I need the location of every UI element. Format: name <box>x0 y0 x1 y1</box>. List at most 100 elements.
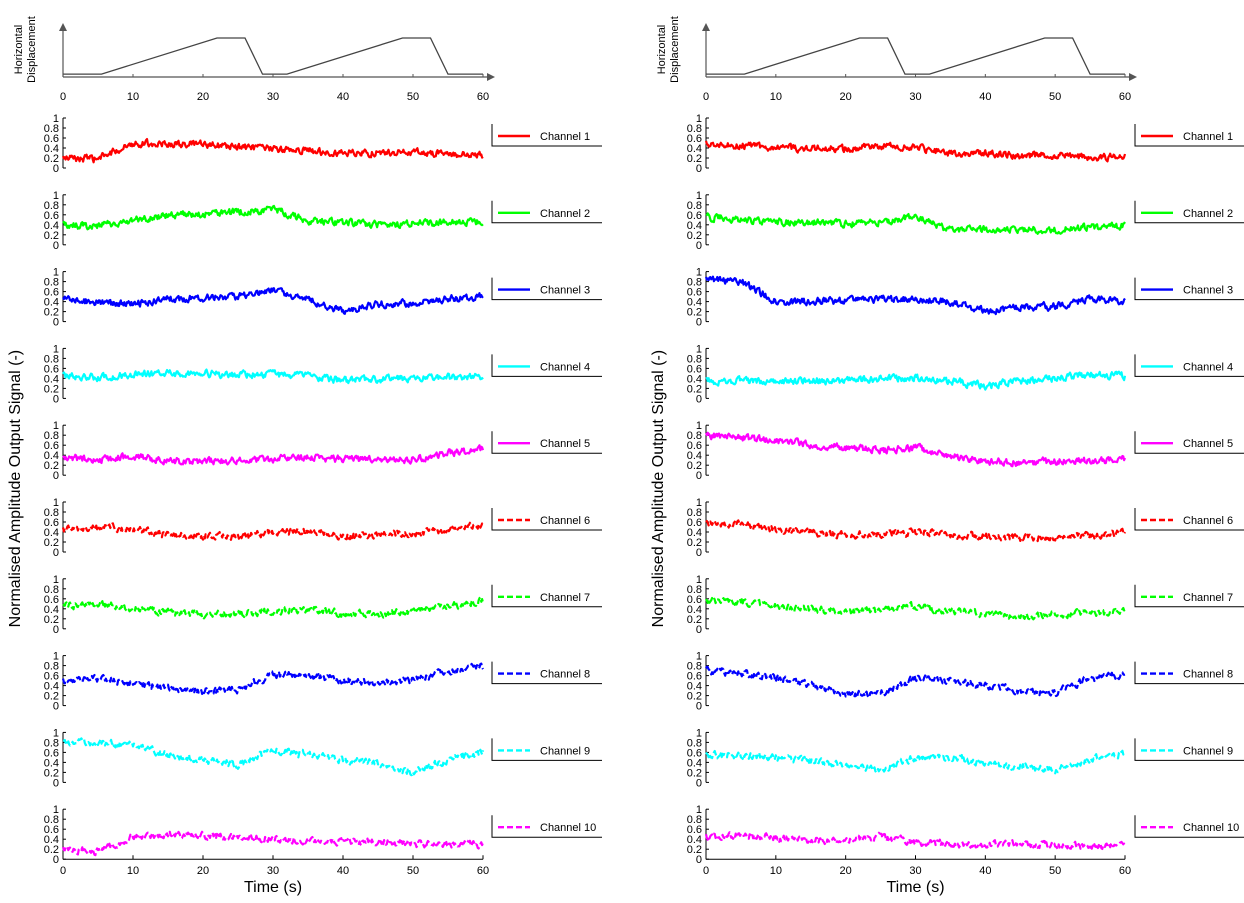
y-tick-label: 0.2 <box>44 537 59 549</box>
y-axis-title: Normalised Amplitude Output Signal (-) <box>650 350 667 627</box>
y-tick-label: 0.6 <box>44 671 59 683</box>
y-tick-label: 0.4 <box>44 373 59 385</box>
x-tick-label: 20 <box>840 865 852 877</box>
legend-label: Channel 7 <box>1183 592 1233 604</box>
y-tick-label: 0.2 <box>687 383 702 395</box>
displacement-y-arrow <box>59 23 67 31</box>
channel-trace <box>62 287 484 315</box>
y-tick-label: 0.8 <box>687 507 702 519</box>
x-tick-label: 40 <box>337 865 349 877</box>
y-tick-label: 0.2 <box>687 844 702 856</box>
x-tick-label: 30 <box>909 865 921 877</box>
legend-label: Channel 4 <box>540 361 590 373</box>
displacement-label-line2: Displacement <box>26 16 38 83</box>
y-tick-label: 1 <box>53 651 59 663</box>
y-tick-label: 0.8 <box>44 737 59 749</box>
displacement-profile <box>706 37 1125 75</box>
channel-trace <box>704 831 1126 851</box>
y-tick-label: 0.8 <box>687 353 702 365</box>
legend-box <box>491 124 602 147</box>
y-tick-label: 0.6 <box>687 747 702 759</box>
displacement-x-tick-label: 20 <box>840 91 852 103</box>
displacement-x-arrow <box>487 73 495 81</box>
legend-label: Channel 9 <box>540 745 590 757</box>
y-axis-title: Normalised Amplitude Output Signal (-) <box>7 350 24 627</box>
y-tick-label: 0.8 <box>687 200 702 212</box>
channel-row: 00.20.40.60.81 Channel 10 <box>44 804 602 866</box>
y-tick-label: 0.2 <box>687 460 702 472</box>
y-tick-label: 0 <box>53 777 59 789</box>
y-tick-label: 0 <box>696 240 702 252</box>
channel-trace <box>62 204 484 231</box>
y-tick-label: 0.8 <box>44 123 59 135</box>
legend-box <box>491 738 602 761</box>
y-tick-label: 0.8 <box>44 353 59 365</box>
y-tick-label: 0.8 <box>44 584 59 596</box>
channel-row: 00.20.40.60.81 Channel 7 <box>687 574 1244 636</box>
y-tick-label: 0.2 <box>44 230 59 242</box>
y-tick-label: 0.6 <box>44 210 59 222</box>
legend-box <box>1134 354 1244 377</box>
channel-trace <box>61 830 485 857</box>
channel-trace <box>705 212 1126 235</box>
y-tick-label: 1 <box>53 267 59 279</box>
channel-trace <box>705 749 1126 775</box>
y-tick-label: 0.2 <box>687 614 702 626</box>
y-tick-label: 0 <box>696 624 702 636</box>
legend-label: Channel 3 <box>1183 285 1233 297</box>
legend-box <box>491 508 602 531</box>
y-tick-label: 0.4 <box>44 143 59 155</box>
x-tick-label: 50 <box>1049 865 1061 877</box>
channel-trace <box>61 521 485 541</box>
legend-box <box>1134 661 1244 685</box>
y-tick-label: 1 <box>53 804 59 816</box>
y-tick-label: 0.4 <box>687 373 702 385</box>
y-tick-label: 0.4 <box>44 757 59 769</box>
y-tick-label: 0 <box>53 854 59 866</box>
legend-box <box>491 354 602 377</box>
x-axis: 0 10 20 30 40 50 60 Time (s) <box>703 855 1131 896</box>
y-tick-label: 0.2 <box>44 767 59 779</box>
y-tick-label: 1 <box>696 497 702 509</box>
legend-label: Channel 2 <box>540 208 590 220</box>
displacement-x-tick-label: 50 <box>407 91 419 103</box>
legend-label: Channel 7 <box>540 592 590 604</box>
displacement-x-tick-label: 30 <box>267 91 279 103</box>
legend-box <box>1134 584 1244 608</box>
y-tick-label: 1 <box>53 113 59 125</box>
displacement-y-arrow <box>702 23 710 31</box>
y-tick-label: 1 <box>696 651 702 663</box>
y-tick-label: 0.4 <box>44 220 59 232</box>
y-tick-label: 0.4 <box>44 681 59 693</box>
y-tick-label: 0 <box>696 777 702 789</box>
y-tick-label: 0.4 <box>44 297 59 309</box>
displacement-label-line2: Displacement <box>669 16 681 83</box>
y-tick-label: 1 <box>53 420 59 432</box>
y-tick-label: 0.4 <box>687 297 702 309</box>
displacement-x-tick-label: 60 <box>1119 91 1131 103</box>
y-tick-label: 1 <box>696 420 702 432</box>
y-tick-label: 0.2 <box>44 153 59 165</box>
legend-label: Channel 2 <box>1183 208 1233 220</box>
legend-box <box>1134 738 1244 761</box>
y-tick-label: 1 <box>53 343 59 355</box>
x-tick-label: 30 <box>267 865 279 877</box>
x-tick-label: 60 <box>477 865 489 877</box>
legend-label: Channel 9 <box>1183 745 1233 757</box>
y-tick-label: 0 <box>53 624 59 636</box>
y-tick-label: 1 <box>696 343 702 355</box>
y-tick-label: 0.8 <box>44 200 59 212</box>
x-tick-label: 0 <box>60 865 66 877</box>
legend-box <box>1134 815 1244 838</box>
legend-box <box>491 661 602 685</box>
legend-box <box>491 431 602 454</box>
y-tick-label: 0.6 <box>687 594 702 606</box>
channel-row: 00.20.40.60.81 Channel 1 <box>44 113 602 175</box>
displacement-x-tick-label: 30 <box>909 91 921 103</box>
y-tick-label: 0.4 <box>687 834 702 846</box>
y-tick-label: 0.4 <box>687 220 702 232</box>
channel-row: 00.20.40.60.81 Channel 4 <box>687 343 1244 405</box>
channel-trace <box>705 665 1126 699</box>
legend-box <box>491 584 602 608</box>
y-tick-label: 0.6 <box>44 747 59 759</box>
